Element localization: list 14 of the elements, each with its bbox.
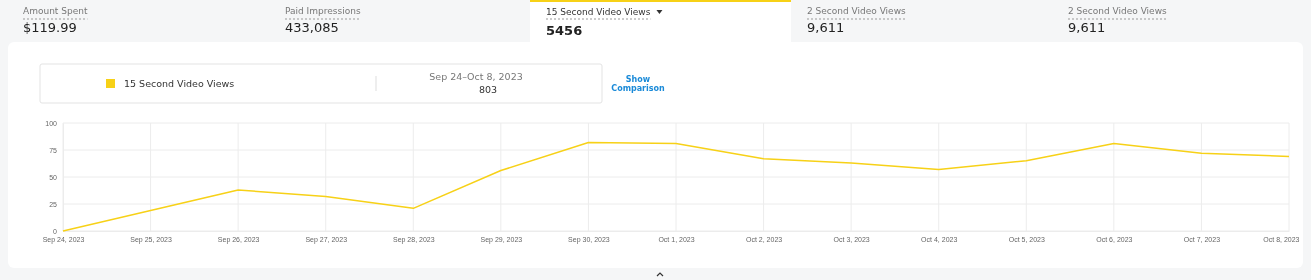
text: 2 Second Video Views — [807, 6, 906, 16]
text: 9,611 — [1068, 20, 1106, 35]
text: 9,611 — [807, 20, 845, 35]
legend-label: 15 Second Video Views — [124, 78, 235, 89]
text: $119.99 — [23, 20, 77, 35]
text: Paid Impressions — [285, 6, 361, 16]
text: Amount Spent — [23, 6, 88, 16]
text: 433,085 — [285, 20, 339, 35]
text: 5456 — [546, 23, 583, 38]
text: 2 Second Video Views — [1068, 6, 1167, 16]
text: 803 — [478, 84, 498, 95]
text: Sep 24–Oct 8, 2023 — [429, 71, 523, 82]
text: Show Comparison — [611, 75, 666, 93]
text: 15 Second Video Views — [546, 7, 651, 17]
